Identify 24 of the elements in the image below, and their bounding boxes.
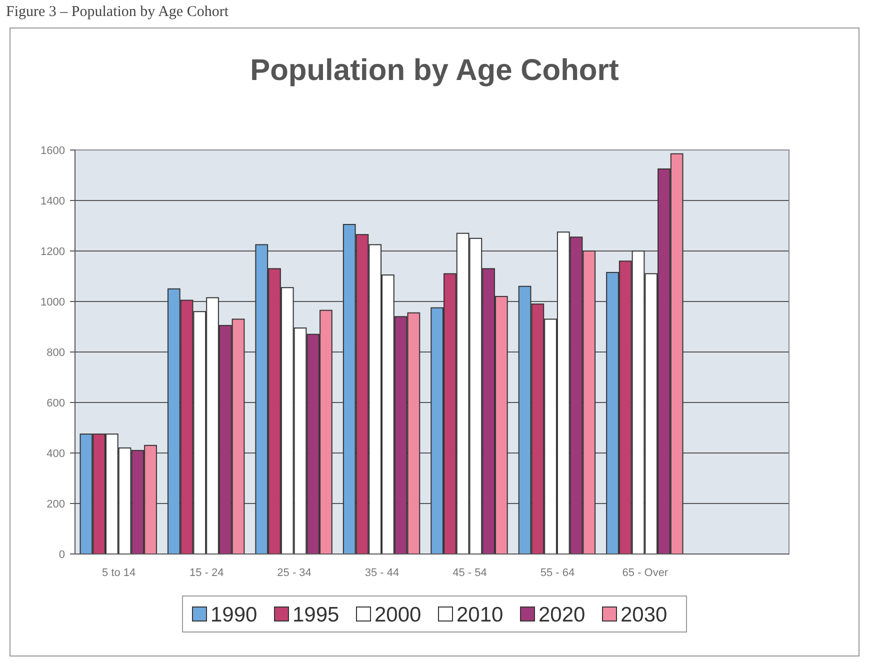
legend-label: 2030 (620, 603, 668, 626)
legend-label: 2010 (456, 603, 504, 626)
legend-label: 1995 (292, 603, 340, 626)
y-tick-label: 800 (46, 346, 65, 359)
x-tick-label: 65 - Over (622, 567, 668, 579)
x-tick-label: 35 - 44 (364, 567, 400, 579)
x-tick-label: 45 - 54 (452, 567, 487, 579)
y-tick-label: 1600 (40, 144, 65, 157)
x-tick-label: 15 - 24 (189, 567, 224, 579)
y-tick-label: 0 (58, 548, 65, 561)
chart-title: Population by Age Cohort (250, 54, 619, 87)
caption: Figure 3 – Population by Age Cohort (6, 4, 230, 20)
x-tick-label: 5 to 14 (102, 567, 136, 579)
y-tick-label: 1200 (40, 246, 65, 258)
y-tick-label: 1400 (40, 195, 65, 208)
legend-label: 1990 (210, 603, 258, 626)
x-tick-label: 55 - 64 (540, 567, 575, 579)
y-tick-label: 200 (46, 498, 65, 510)
y-tick-label: 600 (46, 397, 65, 410)
y-tick-label: 1000 (40, 296, 65, 308)
x-tick-label: 25 - 34 (277, 567, 312, 579)
legend-label: 2000 (374, 603, 422, 626)
y-tick-label: 400 (46, 448, 65, 460)
legend-label: 2020 (538, 603, 586, 626)
